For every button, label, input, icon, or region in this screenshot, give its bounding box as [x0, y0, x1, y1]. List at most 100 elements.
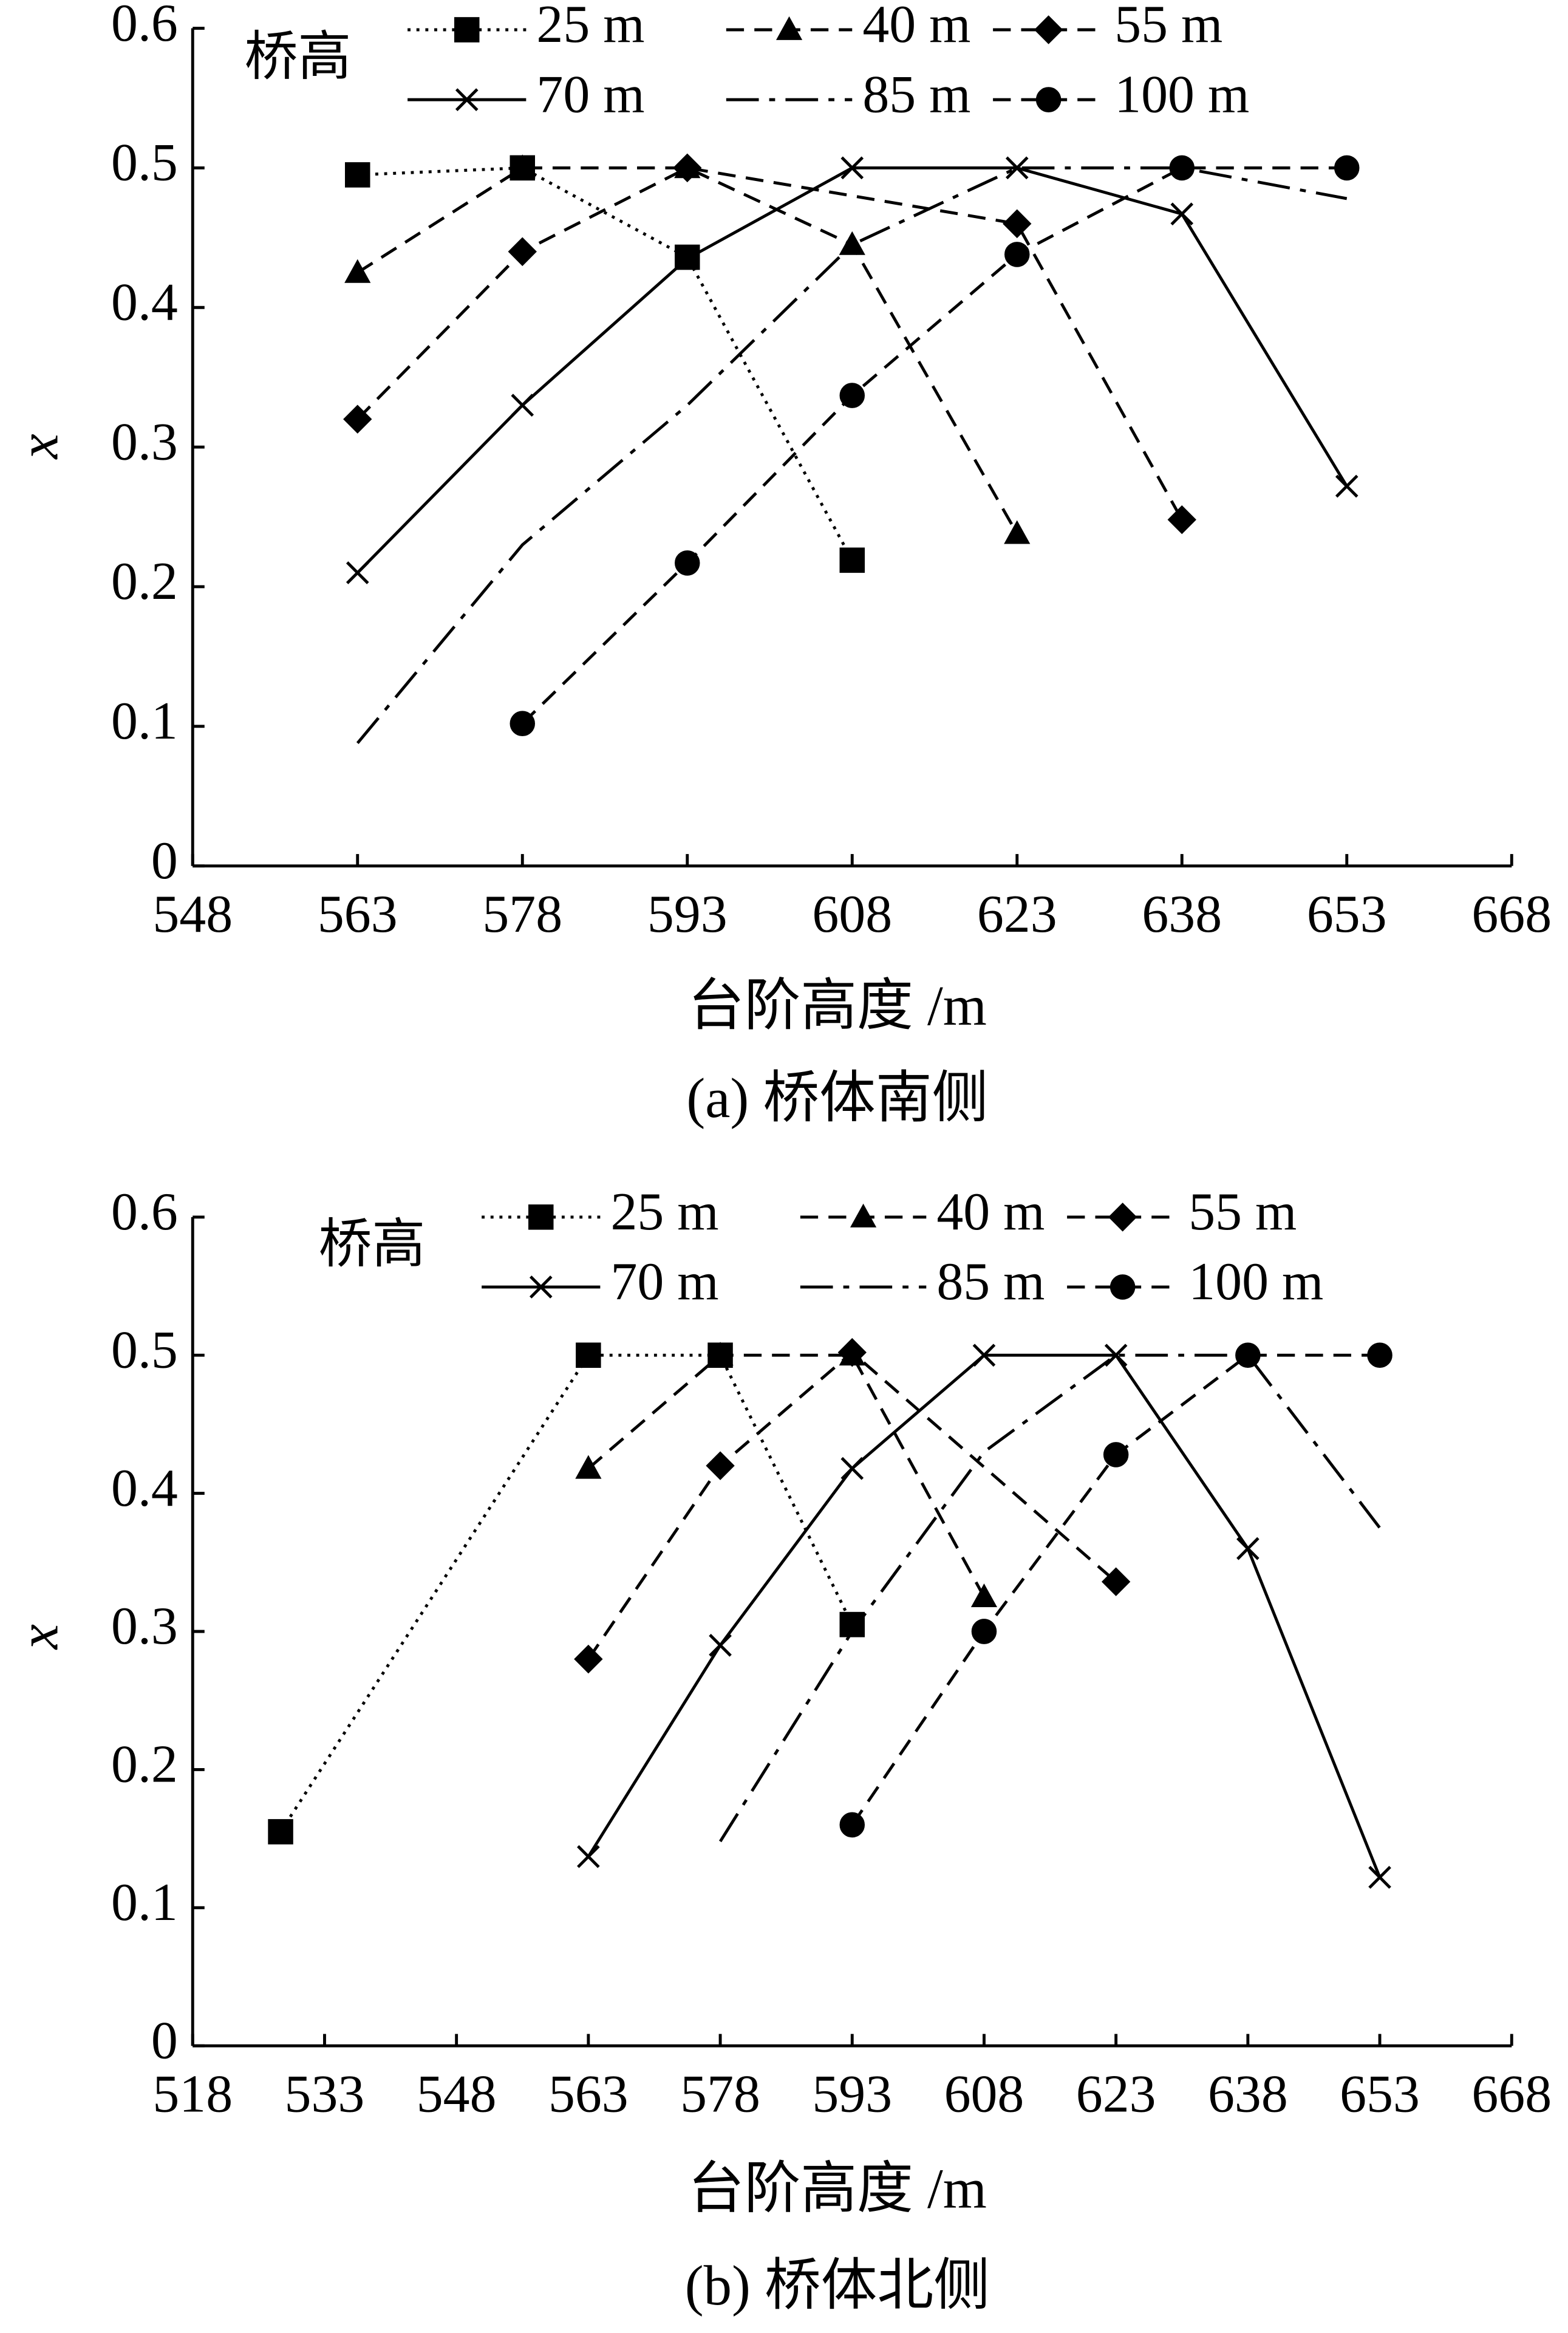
- x-tick-label: 608: [812, 885, 892, 944]
- y-tick-label: 0.1: [111, 1873, 178, 1932]
- y-tick-label: 0.5: [111, 1320, 178, 1379]
- marker: [675, 550, 700, 576]
- legend-label: 100 m: [1188, 1252, 1323, 1311]
- x-tick-label: 593: [812, 2065, 892, 2124]
- y-tick-label: 0.4: [111, 1459, 178, 1518]
- y-tick-label: 0: [151, 832, 178, 890]
- y-tick-label: 0.3: [111, 1597, 178, 1656]
- y-tick-label: 0.5: [111, 133, 178, 192]
- legend-marker: [1034, 15, 1063, 44]
- marker: [511, 394, 534, 417]
- marker: [840, 156, 864, 180]
- x-tick-label: 623: [977, 885, 1057, 944]
- series-line: [356, 166, 1348, 574]
- marker: [509, 154, 536, 179]
- x-tick-label: 548: [417, 2065, 497, 2124]
- legend-marker: [454, 17, 480, 43]
- legend-label: 40 m: [862, 0, 970, 54]
- x-tick-label: 563: [318, 885, 398, 944]
- series-line: [587, 1353, 1382, 1878]
- marker: [1103, 1442, 1129, 1467]
- x-tick-label: 638: [1208, 2065, 1288, 2124]
- series-line: [587, 1353, 986, 1598]
- x-axis-label: 台阶高度 /m: [688, 975, 987, 1037]
- marker: [1368, 1865, 1391, 1889]
- x-tick-label: 578: [680, 2065, 760, 2124]
- legend-marker: [529, 1276, 553, 1299]
- legend-title: 桥高: [245, 28, 352, 87]
- legend-label: 55 m: [1114, 0, 1222, 54]
- series-line: [356, 166, 1184, 521]
- y-tick-label: 0.1: [111, 692, 178, 751]
- marker: [346, 561, 369, 584]
- y-tick-label: 0.2: [111, 552, 178, 611]
- x-axis-label: 台阶高度 /m: [688, 2157, 987, 2220]
- legend-marker: [775, 16, 803, 40]
- series-line: [279, 1353, 854, 1833]
- y-tick-label: 0.6: [111, 1183, 178, 1242]
- legend-marker: [1108, 1203, 1137, 1232]
- legend-label: 40 m: [936, 1183, 1045, 1242]
- marker: [837, 1337, 867, 1367]
- marker: [343, 405, 372, 434]
- marker: [510, 711, 536, 737]
- marker: [1170, 202, 1194, 226]
- x-tick-label: 623: [1076, 2065, 1156, 2124]
- marker: [575, 1455, 602, 1479]
- legend-marker: [1035, 87, 1062, 112]
- marker: [1235, 1342, 1261, 1368]
- marker: [1004, 520, 1031, 544]
- y-tick-label: 0.6: [111, 0, 178, 53]
- legend-marker: [1110, 1274, 1136, 1300]
- legend-title: 桥高: [319, 1215, 426, 1274]
- series-line: [718, 1353, 1381, 1842]
- marker: [508, 237, 537, 267]
- x-tick-label: 563: [548, 2065, 629, 2124]
- x-tick-label: 578: [482, 885, 562, 944]
- y-axis-label: x: [8, 1624, 70, 1650]
- x-tick-label: 653: [1340, 2065, 1420, 2124]
- legend-label: 55 m: [1188, 1183, 1297, 1242]
- marker: [1169, 155, 1195, 181]
- marker: [709, 1633, 732, 1657]
- marker: [1236, 1537, 1260, 1560]
- marker: [344, 259, 371, 283]
- marker: [268, 1819, 293, 1845]
- x-tick-label: 548: [152, 885, 233, 944]
- y-tick-label: 0.2: [111, 1735, 178, 1794]
- marker: [1004, 242, 1030, 267]
- legend-label: 85 m: [936, 1252, 1045, 1311]
- x-tick-label: 593: [647, 885, 728, 944]
- y-axis-label: x: [8, 434, 70, 460]
- x-tick-label: 608: [944, 2065, 1024, 2124]
- marker: [707, 1342, 734, 1366]
- legend-label: 85 m: [862, 65, 970, 124]
- legend-marker: [850, 1203, 877, 1228]
- marker: [1101, 1567, 1131, 1596]
- marker: [839, 1812, 865, 1838]
- y-tick-label: 0.4: [111, 273, 178, 332]
- marker: [577, 1845, 600, 1868]
- marker: [576, 1342, 601, 1368]
- marker: [839, 547, 865, 573]
- marker: [345, 162, 370, 188]
- caption: (a) 桥体南侧: [686, 1067, 988, 1130]
- marker: [1335, 474, 1358, 498]
- legend-label: 100 m: [1114, 65, 1249, 124]
- marker: [1167, 505, 1196, 535]
- y-tick-label: 0.3: [111, 412, 178, 471]
- x-tick-label: 668: [1471, 885, 1552, 944]
- marker: [1003, 209, 1032, 239]
- caption: (b) 桥体北侧: [685, 2255, 990, 2317]
- marker: [706, 1451, 735, 1480]
- marker: [673, 153, 702, 183]
- series-line: [521, 166, 1347, 725]
- marker: [675, 247, 699, 270]
- marker: [971, 1619, 997, 1644]
- marker: [574, 1644, 603, 1674]
- x-tick-label: 653: [1307, 885, 1387, 944]
- y-tick-label: 0: [151, 2011, 178, 2070]
- legend-marker: [455, 88, 479, 112]
- marker: [970, 1583, 998, 1608]
